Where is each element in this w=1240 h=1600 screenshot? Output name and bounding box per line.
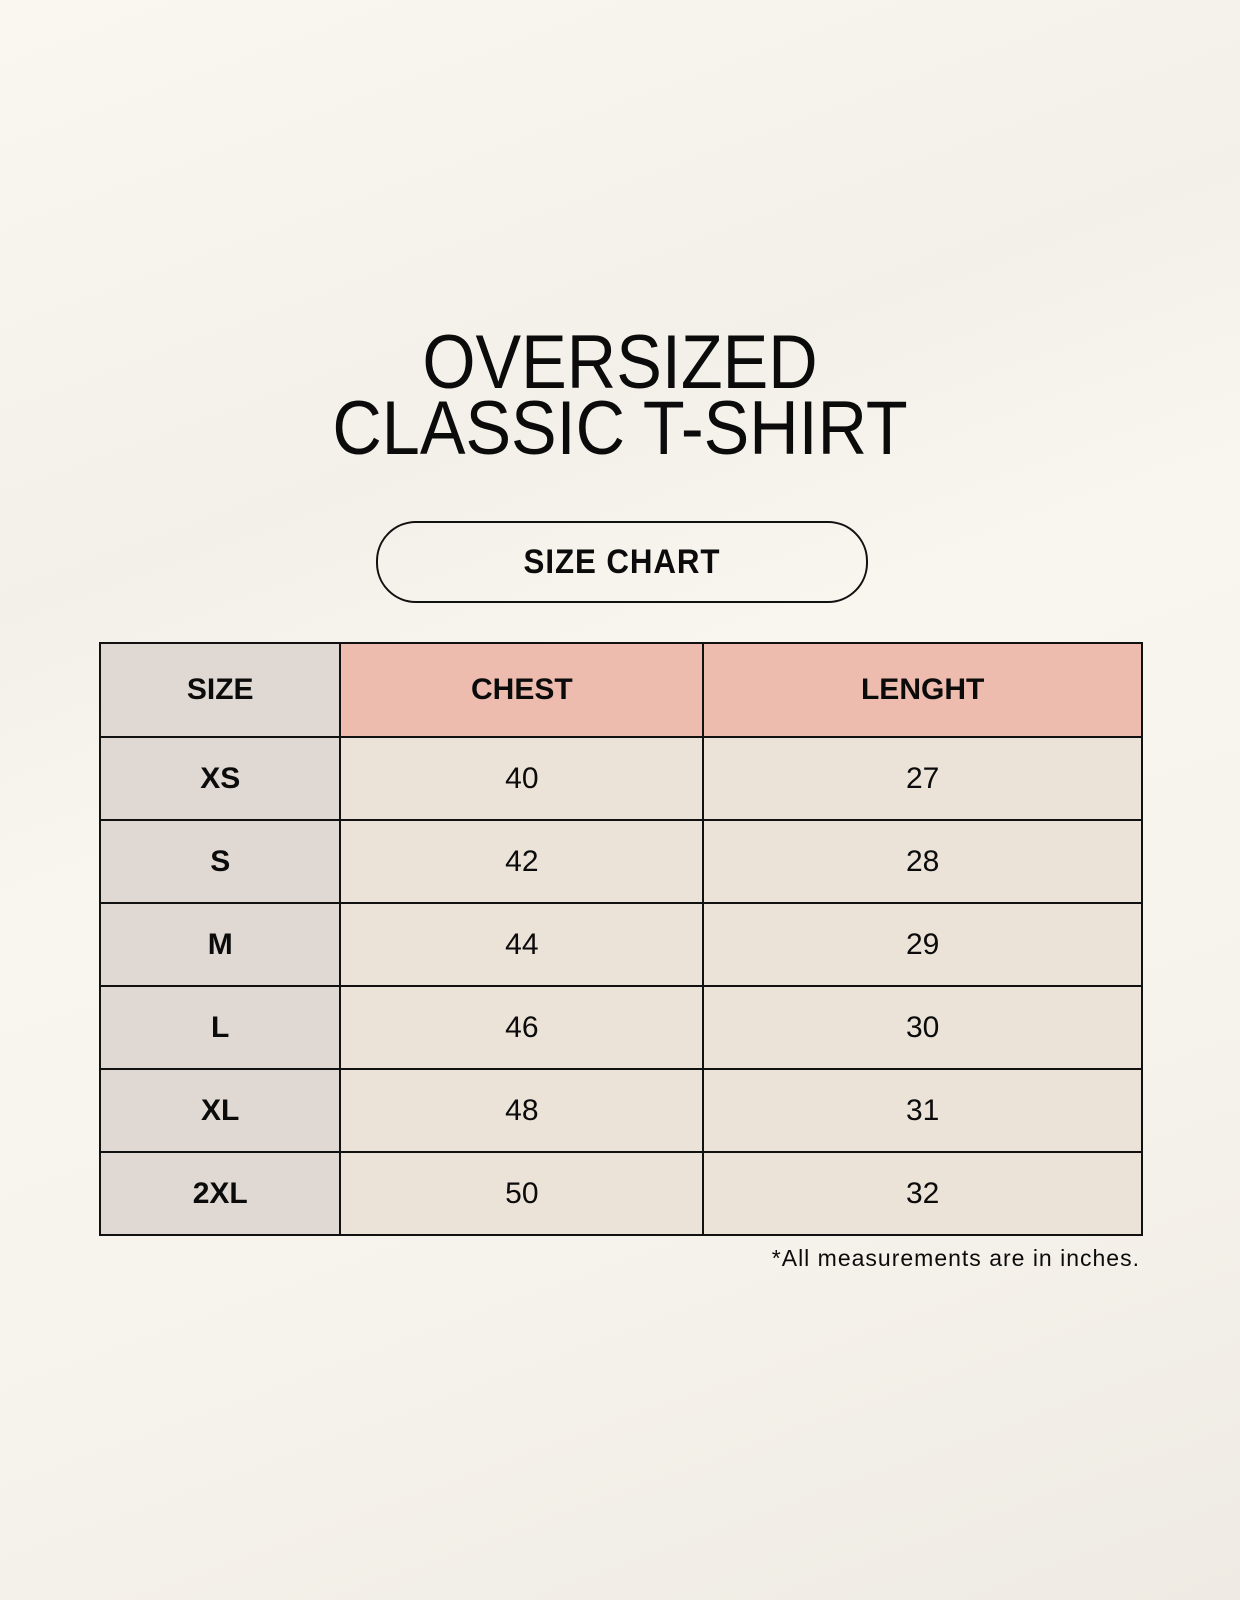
table-header-row: SIZE CHEST LENGHT	[98, 642, 1143, 738]
size-table: SIZE CHEST LENGHT XS 40 27 S 42 28 M 44 29 L 46 30 X…	[98, 642, 1143, 1236]
page-title: OVERSIZED CLASSIC T-SHIRT	[0, 320, 1240, 471]
header-length: LENGHT	[702, 642, 1143, 738]
length-cell: 27	[702, 736, 1143, 821]
length-cell: 28	[702, 819, 1143, 904]
length-cell: 31	[702, 1068, 1143, 1153]
length-cell: 32	[702, 1151, 1143, 1236]
footnote: *All measurements are in inches.	[771, 1245, 1140, 1271]
table-row: L 46 30	[98, 985, 1143, 1070]
chest-cell: 48	[339, 1068, 705, 1153]
title-line-1: OVERSIZED	[422, 320, 818, 405]
length-cell: 30	[702, 985, 1143, 1070]
size-cell: XL	[98, 1068, 342, 1153]
size-cell: L	[98, 985, 342, 1070]
header-size: SIZE	[98, 642, 342, 738]
length-cell: 29	[702, 902, 1143, 987]
size-cell: M	[98, 902, 342, 987]
table-row: M 44 29	[98, 902, 1143, 987]
table-row: XS 40 27	[98, 736, 1143, 821]
size-cell: 2XL	[98, 1151, 342, 1236]
chest-cell: 44	[339, 902, 705, 987]
chest-cell: 40	[339, 736, 705, 821]
size-cell: XS	[98, 736, 342, 821]
table-row: S 42 28	[98, 819, 1143, 904]
title-line-2: CLASSIC T-SHIRT	[332, 386, 908, 471]
size-cell: S	[98, 819, 342, 904]
size-chart-label: SIZE CHART	[523, 542, 721, 581]
header-chest: CHEST	[339, 642, 705, 738]
table-row: 2XL 50 32	[98, 1151, 1143, 1236]
size-chart-badge: SIZE CHART	[376, 521, 868, 603]
chest-cell: 42	[339, 819, 705, 904]
table-row: XL 48 31	[98, 1068, 1143, 1153]
chest-cell: 50	[339, 1151, 705, 1236]
chest-cell: 46	[339, 985, 705, 1070]
